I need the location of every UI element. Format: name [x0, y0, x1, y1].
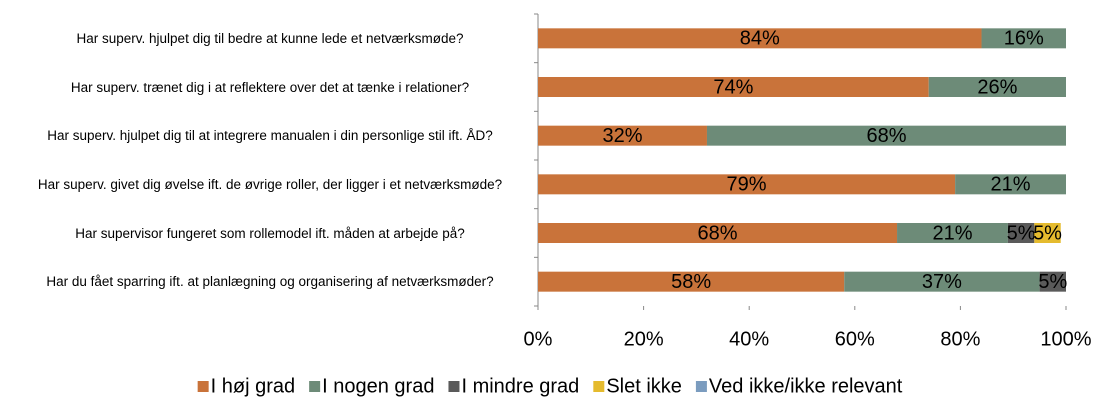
x-tick-label: 20%: [624, 328, 664, 350]
data-label: 5%: [1033, 222, 1062, 244]
data-label: 68%: [698, 222, 738, 244]
legend-label: I høj grad: [211, 375, 295, 397]
legend-label: I nogen grad: [322, 375, 434, 397]
data-label: 74%: [713, 76, 753, 98]
data-label: 37%: [922, 271, 962, 293]
x-tick-label: 80%: [940, 328, 980, 350]
data-label: 5%: [1007, 222, 1036, 244]
bar-segment: [538, 174, 956, 195]
bar-segment: [538, 77, 929, 97]
x-tick-label: 60%: [835, 328, 875, 350]
data-label: 58%: [671, 271, 711, 293]
legend-swatch: [309, 381, 321, 392]
data-label: 32%: [602, 125, 642, 147]
bar-segment: [538, 271, 845, 292]
x-tick-label: 40%: [729, 328, 769, 350]
legend-label: Ved ikke/ikke relevant: [709, 375, 903, 397]
bar-segment: [706, 125, 1066, 146]
bar-segment: [981, 28, 1066, 49]
x-tick-label: 0%: [524, 328, 553, 350]
bar-segment: [538, 125, 707, 146]
category-label: Har superv. hjulpet dig til at integrere…: [47, 128, 493, 144]
category-label: Har supervisor fungeret som rollemodel i…: [75, 225, 465, 241]
legend: I høj grad I nogen grad I mindre grad Slet …: [197, 375, 903, 397]
legend-swatch: [593, 381, 605, 392]
category-label: Har superv. hjulpet dig til bedre at kun…: [76, 30, 464, 46]
bar-segment: [1034, 223, 1061, 243]
data-label: 84%: [740, 28, 780, 50]
bar-segment: [538, 223, 898, 243]
legend-label: I mindre grad: [461, 375, 579, 397]
data-label: 68%: [866, 125, 906, 147]
legend-swatch: [197, 381, 209, 392]
category-label: Har superv. trænet dig i at reflektere o…: [70, 79, 470, 95]
bar-segment: [1039, 271, 1066, 292]
x-tick-label: 100%: [1040, 328, 1091, 350]
legend-swatch: [448, 381, 460, 392]
bar-segment: [1007, 223, 1035, 243]
data-label: 26%: [977, 76, 1017, 98]
bar-segment: [897, 223, 1008, 243]
bar-segment: [844, 271, 1040, 292]
data-label: 16%: [1004, 28, 1044, 50]
data-label: 21%: [991, 174, 1031, 196]
category-label: Har du fået sparring ift. at planlægning…: [46, 274, 494, 290]
category-label: Har superv. givet dig øvelse ift. de øvr…: [37, 176, 503, 192]
data-label: 21%: [932, 222, 972, 244]
bar-segment: [955, 174, 1066, 195]
legend-label: Slet ikke: [606, 375, 682, 397]
data-label: 5%: [1038, 271, 1067, 293]
bar-segment: [928, 77, 1066, 97]
legend-swatch: [695, 381, 707, 392]
data-label: 79%: [727, 174, 767, 196]
bar-segment: [538, 28, 982, 49]
